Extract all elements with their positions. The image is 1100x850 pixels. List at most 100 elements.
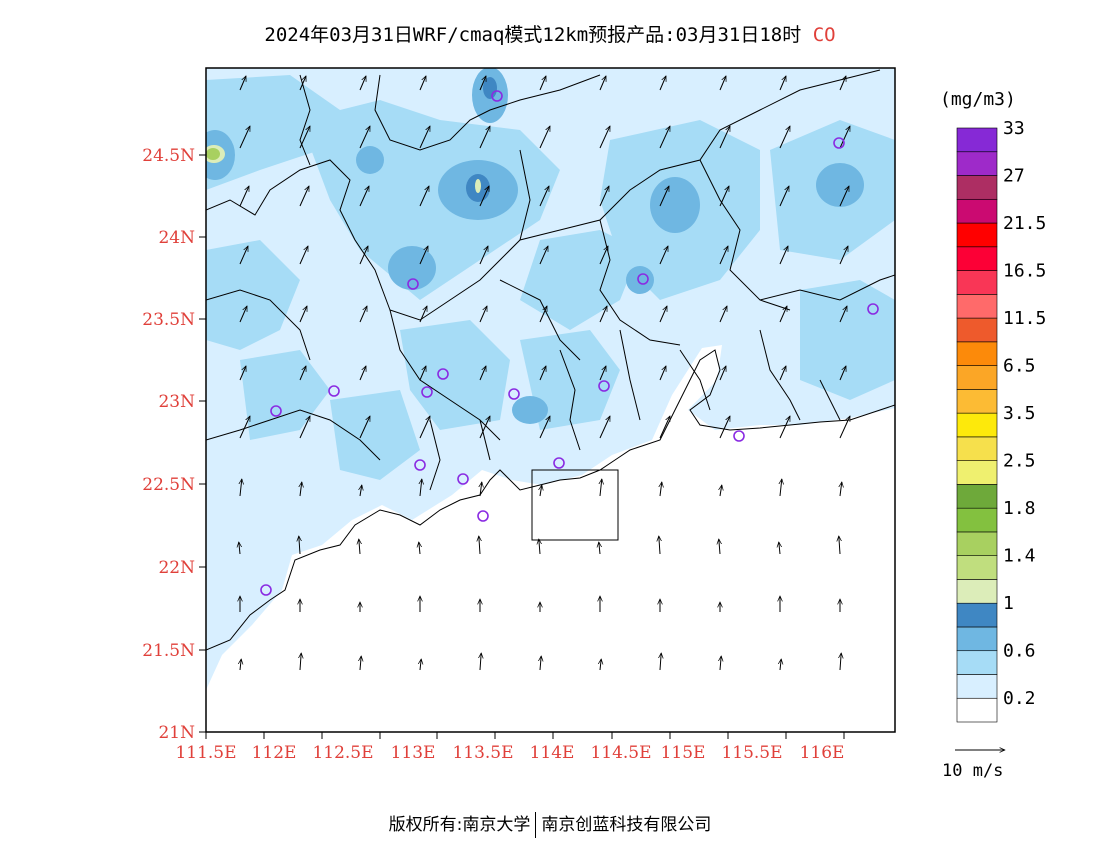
legend-label: 27 [1003,166,1025,187]
wind-vector [299,536,300,555]
wind-vector [840,482,842,497]
station-marker [260,584,272,596]
legend-swatch [956,507,998,533]
wind-vector [239,366,247,381]
wind-vector [539,186,550,207]
wind-vector [539,76,547,91]
legend-label: 1 [1003,593,1014,614]
wind-vector [539,306,548,323]
wind-vector [419,186,430,207]
wind-vector [839,186,850,207]
wind-vector [779,306,788,323]
wind-vector [240,659,241,671]
legend-swatch [956,270,998,295]
wind-vector [539,366,547,381]
wind-vector [779,416,791,439]
lat-label: 24.5N [142,146,195,166]
longitude-labels: 111.5E 112E 112.5E 113E 113.5E 114E 114.… [175,743,844,763]
lat-label: 21.5N [142,641,195,661]
wind-vector [359,416,371,439]
legend-label: 3.5 [1003,403,1036,424]
station-marker [637,273,649,285]
legend-label: 2.5 [1003,451,1036,472]
legend-label: 0.2 [1003,688,1036,709]
lon-label: 113E [391,743,436,763]
station-marker [407,278,419,290]
wind-vector [300,482,302,497]
high-concentration-patches [206,68,864,424]
legend-label: 16.5 [1003,261,1046,282]
wind-vector [299,246,309,265]
wind-vector [840,653,841,671]
lon-label: 114E [530,743,575,763]
legend-swatch [956,222,998,248]
peak-concentration-patches [206,77,497,202]
wind-vector [779,186,790,207]
wind-vector [659,536,660,555]
wind-vector [779,76,787,91]
wind-vector [239,416,251,439]
wind-vector [540,485,542,497]
wind-vector [660,482,662,497]
legend-swatch [956,579,998,604]
legend-swatch [956,365,998,390]
wind-vector [299,366,307,381]
plot-frame [205,67,896,733]
legend-swatch [956,531,998,556]
wind-vector [299,416,311,439]
wind-vector [839,306,848,323]
wind-vector [599,306,608,323]
station-marker [867,303,879,315]
wind-vector [299,186,310,207]
wind-vector [659,306,668,323]
wind-vector [359,76,367,91]
lat-label: 21N [158,723,195,743]
longitude-ticks [205,732,845,739]
wind-vector [479,416,491,439]
wind-vector [539,539,540,555]
wind-vector [659,246,669,265]
wind-vector [599,246,609,265]
copyright-divider [535,812,537,838]
legend-label: 33 [1003,118,1025,139]
legend-swatch [956,650,998,675]
legend-swatch [956,674,998,699]
wind-vector [239,126,251,149]
wind-vector [479,186,490,207]
wind-vector [479,76,487,91]
wind-vector [359,539,360,555]
wind-vector [779,126,791,149]
legend-swatch [956,697,998,723]
lat-label: 22.5N [142,475,195,495]
legend-swatch [956,294,998,319]
station-marker [553,457,565,469]
station-marker [491,90,503,102]
color-legend: 0.2 0.6 1 1.4 1.8 2.5 3.5 6.5 11.5 16.5 21.5 27 33 [956,118,1046,723]
wind-vector [839,76,847,91]
station-marker [414,459,426,471]
wind-vector [720,485,722,497]
wind-vector [839,126,851,149]
wind-vector [779,246,789,265]
legend-swatch [956,555,998,580]
wind-vector [599,416,611,439]
station-markers [260,90,879,596]
wind-vector [239,306,248,323]
wind-vector [659,126,671,149]
legend-label: 0.6 [1003,641,1036,662]
latitude-labels: 24.5N 24N 23.5N 23N 22.5N 22N 21.5N 21N [142,146,195,743]
wind-vector [599,542,600,555]
legend-label: 6.5 [1003,356,1036,377]
lat-label: 22N [158,558,195,578]
wind-vector [539,246,549,265]
copyright: 版权所有:南京大学 南京创蓝科技有限公司 [0,810,1100,838]
wind-reference-label: 10 m/s [942,761,1004,781]
concentration-field [206,68,895,732]
wind-vector [839,536,840,555]
wind-vector [479,306,488,323]
legend-swatch [956,484,998,509]
wind-vector [420,479,422,497]
wind-vector [479,246,489,265]
wind-vector [600,479,602,497]
